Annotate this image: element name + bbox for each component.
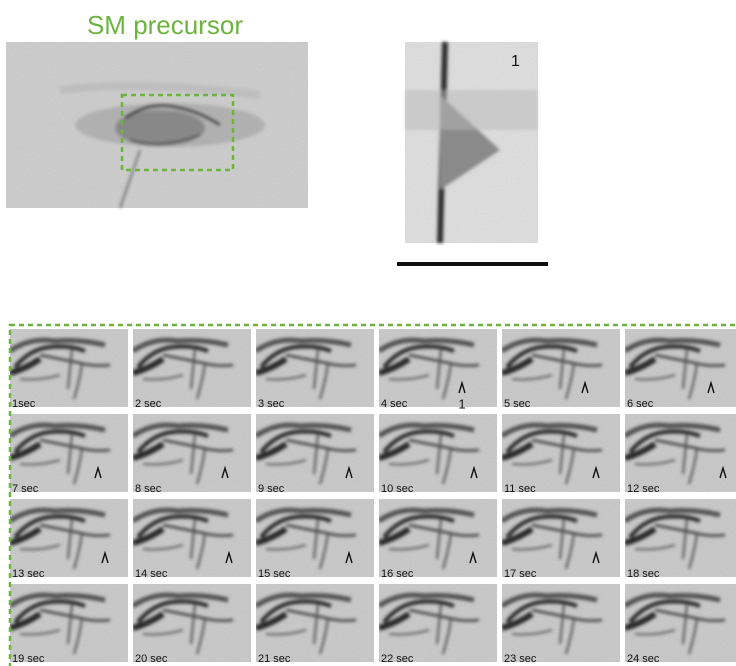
- frame-label: 1sec: [12, 398, 36, 410]
- overview-image: [6, 42, 308, 208]
- montage: 1sec 2 sec 3 sec 4 sec 5 sec 6 sec 7 sec 8 sec 9…: [10, 329, 736, 665]
- frame-image: [133, 584, 251, 662]
- frame: 9 sec: [256, 414, 374, 495]
- frame-image: [379, 414, 497, 492]
- frame: 2 sec: [133, 329, 251, 410]
- frame-label: 17 sec: [504, 568, 537, 580]
- frame-label: 12 sec: [627, 483, 660, 495]
- frame-label: 16 sec: [381, 568, 414, 580]
- title: SM precursor: [87, 10, 243, 40]
- frame-image: [10, 414, 128, 492]
- frame-label: 8 sec: [135, 483, 162, 495]
- frame: 23 sec: [502, 584, 620, 665]
- frame-label: 18 sec: [627, 568, 660, 580]
- kymograph-label: 1: [511, 53, 520, 70]
- frame-label: 4 sec: [381, 398, 408, 410]
- frame-image: [502, 329, 620, 407]
- frame: 15 sec: [256, 499, 374, 580]
- marker-label: 1: [458, 396, 465, 411]
- frame-image: [379, 584, 497, 662]
- frame-label: 19 sec: [12, 653, 45, 665]
- frame: 6 sec: [625, 329, 736, 410]
- frame-image: [379, 499, 497, 577]
- frame-image: [625, 584, 736, 662]
- scale-bar: [397, 262, 548, 266]
- frame: 5 sec: [502, 329, 620, 410]
- frame: 12 sec: [625, 414, 736, 495]
- frame-image: [625, 414, 736, 492]
- frame: 21 sec: [256, 584, 374, 665]
- frame-image: [133, 414, 251, 492]
- frame-image: [625, 499, 736, 577]
- frame: 14 sec: [133, 499, 251, 580]
- frame-label: 23 sec: [504, 653, 537, 665]
- frame: 7 sec: [10, 414, 128, 495]
- frame-image: [379, 329, 497, 407]
- frame-label: 9 sec: [258, 483, 285, 495]
- frame: 10 sec: [379, 414, 497, 495]
- frame-label: 20 sec: [135, 653, 168, 665]
- frame-image: [256, 499, 374, 577]
- frame-label: 13 sec: [12, 568, 45, 580]
- frame: 19 sec: [10, 584, 128, 665]
- frame: 18 sec: [625, 499, 736, 580]
- frame-label: 3 sec: [258, 398, 285, 410]
- frame-image: [10, 329, 128, 407]
- frame-image: [502, 584, 620, 662]
- frame: 8 sec: [133, 414, 251, 495]
- frame-label: 21 sec: [258, 653, 291, 665]
- frame-label: 6 sec: [627, 398, 654, 410]
- frame: 16 sec: [379, 499, 497, 580]
- frame: 24 sec: [625, 584, 736, 665]
- frame: 3 sec: [256, 329, 374, 410]
- frame-image: [256, 329, 374, 407]
- figure: SM precursor 1 1sec 2 sec 3 sec 4 sec 5 sec 6…: [0, 0, 736, 666]
- frame-image: [256, 584, 374, 662]
- frame-image: [10, 499, 128, 577]
- frame: 20 sec: [133, 584, 251, 665]
- frame: 4 sec: [379, 329, 497, 410]
- frame-label: 7 sec: [12, 483, 39, 495]
- frame: 1sec: [10, 329, 128, 410]
- frame-image: [133, 329, 251, 407]
- frame-image: [133, 499, 251, 577]
- frame-label: 10 sec: [381, 483, 414, 495]
- frame-label: 2 sec: [135, 398, 162, 410]
- frame: 13 sec: [10, 499, 128, 580]
- frame-label: 15 sec: [258, 568, 291, 580]
- frame-image: [502, 499, 620, 577]
- frame-label: 5 sec: [504, 398, 531, 410]
- frame: 11 sec: [502, 414, 620, 495]
- frame-label: 22 sec: [381, 653, 414, 665]
- frame-image: [10, 584, 128, 662]
- frame-image: [625, 329, 736, 407]
- frame-label: 14 sec: [135, 568, 168, 580]
- frame: 17 sec: [502, 499, 620, 580]
- frame-image: [502, 414, 620, 492]
- frame-image: [256, 414, 374, 492]
- frame: 22 sec: [379, 584, 497, 665]
- frame-label: 24 sec: [627, 653, 660, 665]
- kymograph: 1: [405, 42, 538, 243]
- frame-label: 11 sec: [504, 483, 536, 495]
